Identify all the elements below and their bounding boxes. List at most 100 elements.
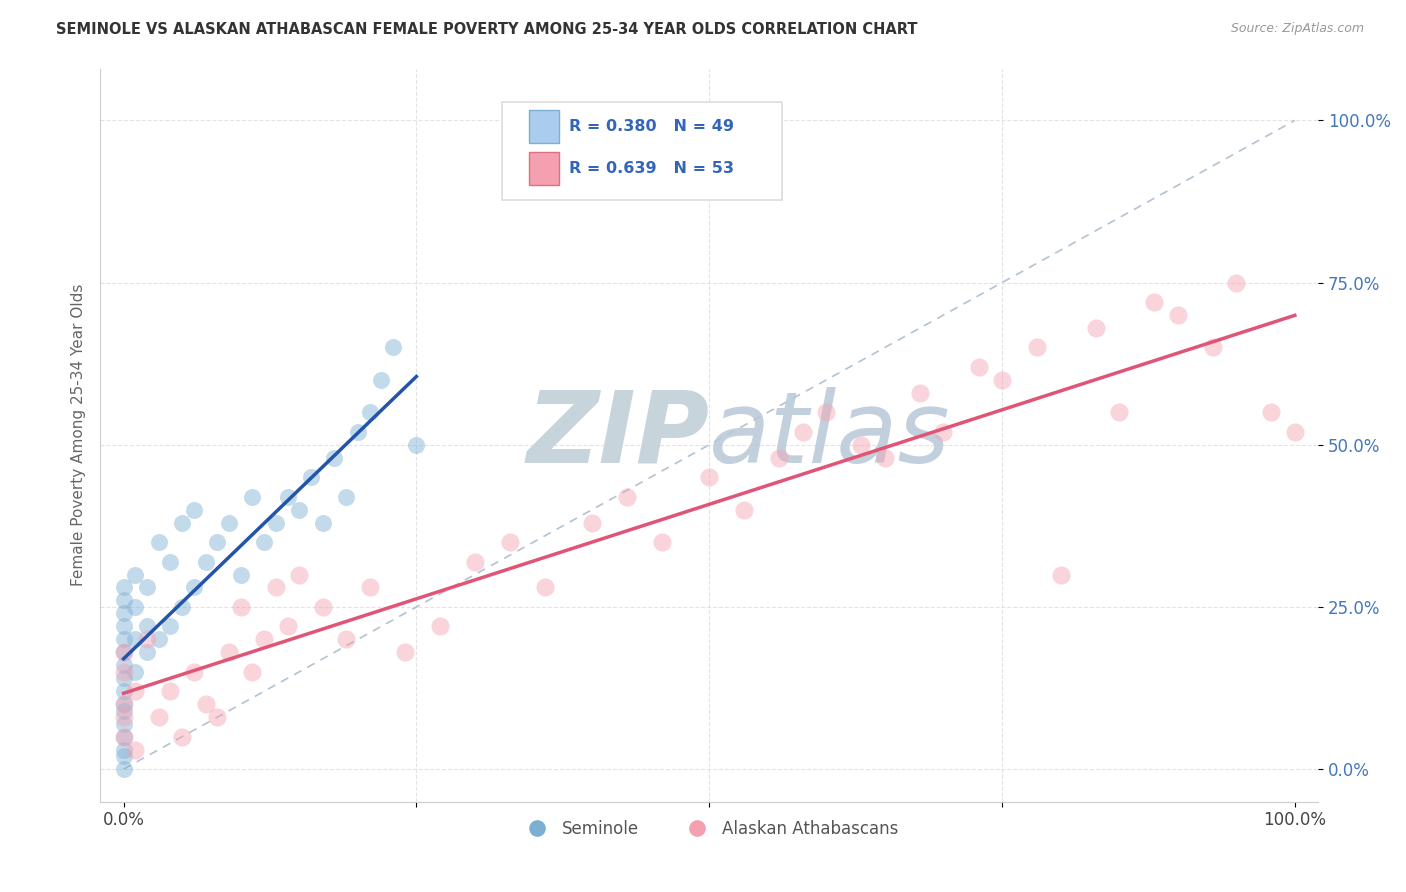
Point bbox=[148, 535, 170, 549]
Point bbox=[335, 490, 357, 504]
Point bbox=[207, 535, 229, 549]
Point bbox=[264, 516, 287, 530]
Point bbox=[1108, 405, 1130, 419]
Point bbox=[768, 450, 790, 465]
Point bbox=[218, 645, 240, 659]
Point bbox=[183, 581, 205, 595]
Text: Source: ZipAtlas.com: Source: ZipAtlas.com bbox=[1230, 22, 1364, 36]
Point bbox=[112, 658, 135, 673]
Point bbox=[405, 438, 427, 452]
Point bbox=[1202, 341, 1225, 355]
Point bbox=[218, 516, 240, 530]
Point bbox=[1225, 276, 1247, 290]
Point bbox=[112, 698, 135, 712]
Point bbox=[194, 698, 217, 712]
Point bbox=[159, 684, 181, 698]
Point bbox=[534, 581, 557, 595]
Point bbox=[136, 632, 159, 647]
Point bbox=[616, 490, 638, 504]
Point bbox=[112, 581, 135, 595]
Legend: Seminole, Alaskan Athabascans: Seminole, Alaskan Athabascans bbox=[513, 814, 905, 845]
Point bbox=[851, 438, 873, 452]
Point bbox=[112, 730, 135, 744]
Point bbox=[277, 490, 299, 504]
Y-axis label: Female Poverty Among 25-34 Year Olds: Female Poverty Among 25-34 Year Olds bbox=[72, 284, 86, 586]
Point bbox=[112, 704, 135, 718]
FancyBboxPatch shape bbox=[529, 153, 560, 185]
Point bbox=[112, 607, 135, 621]
Point bbox=[112, 716, 135, 731]
Point bbox=[112, 698, 135, 712]
Point bbox=[299, 470, 322, 484]
Point bbox=[124, 567, 146, 582]
Point bbox=[136, 645, 159, 659]
FancyBboxPatch shape bbox=[502, 102, 782, 201]
Point bbox=[242, 490, 264, 504]
Point bbox=[242, 665, 264, 679]
Point bbox=[429, 619, 451, 633]
Point bbox=[253, 632, 276, 647]
Point bbox=[499, 535, 522, 549]
Point bbox=[873, 450, 896, 465]
Point bbox=[311, 516, 333, 530]
Point bbox=[288, 567, 311, 582]
Point bbox=[288, 502, 311, 516]
FancyBboxPatch shape bbox=[529, 110, 560, 143]
Point bbox=[159, 555, 181, 569]
Point bbox=[697, 470, 720, 484]
Point bbox=[932, 425, 955, 439]
Point bbox=[815, 405, 838, 419]
Point bbox=[253, 535, 276, 549]
Point bbox=[229, 567, 252, 582]
Point bbox=[124, 599, 146, 614]
Point bbox=[112, 645, 135, 659]
Point bbox=[112, 742, 135, 756]
Text: ZIP: ZIP bbox=[526, 386, 709, 483]
Point bbox=[264, 581, 287, 595]
Point bbox=[346, 425, 368, 439]
Point bbox=[381, 341, 404, 355]
Point bbox=[733, 502, 755, 516]
Point bbox=[207, 710, 229, 724]
Point bbox=[194, 555, 217, 569]
Point bbox=[172, 599, 194, 614]
Point bbox=[792, 425, 814, 439]
Point bbox=[124, 665, 146, 679]
Point bbox=[1026, 341, 1049, 355]
Point bbox=[124, 742, 146, 756]
Point bbox=[1049, 567, 1071, 582]
Point bbox=[277, 619, 299, 633]
Point bbox=[112, 671, 135, 685]
Point bbox=[112, 665, 135, 679]
Point bbox=[908, 385, 931, 400]
Point bbox=[112, 749, 135, 764]
Point bbox=[112, 593, 135, 607]
Point bbox=[112, 710, 135, 724]
Point bbox=[1143, 295, 1166, 310]
Text: R = 0.639   N = 53: R = 0.639 N = 53 bbox=[569, 161, 734, 177]
Point bbox=[651, 535, 673, 549]
Point bbox=[136, 581, 159, 595]
Point bbox=[1284, 425, 1306, 439]
Point bbox=[359, 581, 381, 595]
Point bbox=[136, 619, 159, 633]
Point bbox=[359, 405, 381, 419]
Point bbox=[159, 619, 181, 633]
Text: R = 0.380   N = 49: R = 0.380 N = 49 bbox=[569, 120, 734, 135]
Point bbox=[370, 373, 392, 387]
Point bbox=[394, 645, 416, 659]
Text: SEMINOLE VS ALASKAN ATHABASCAN FEMALE POVERTY AMONG 25-34 YEAR OLDS CORRELATION : SEMINOLE VS ALASKAN ATHABASCAN FEMALE PO… bbox=[56, 22, 918, 37]
Point bbox=[112, 619, 135, 633]
Point bbox=[148, 632, 170, 647]
Point bbox=[112, 632, 135, 647]
Point bbox=[172, 516, 194, 530]
Point bbox=[1260, 405, 1282, 419]
Point bbox=[183, 502, 205, 516]
Point bbox=[148, 710, 170, 724]
Point bbox=[124, 632, 146, 647]
Point bbox=[112, 762, 135, 776]
Point bbox=[112, 645, 135, 659]
Point bbox=[323, 450, 346, 465]
Point bbox=[1167, 308, 1189, 322]
Point bbox=[229, 599, 252, 614]
